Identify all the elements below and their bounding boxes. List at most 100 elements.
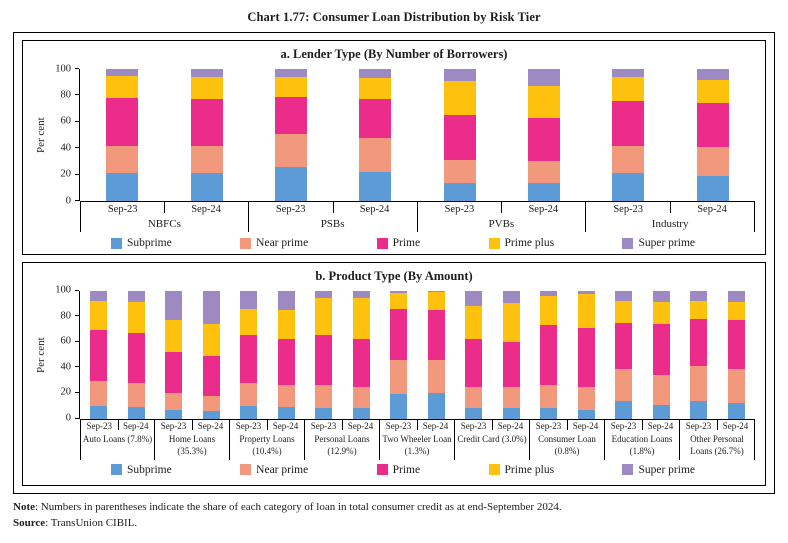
segment-prime [427,309,445,360]
segment-prime [652,323,670,376]
segment-near-prime [240,382,258,406]
month-row: Sep-23 Sep-24 [155,419,229,433]
panel-b-title: b. Product Type (By Amount) [315,268,473,283]
segment-prime [315,335,333,386]
segment-super-prime [352,290,370,299]
month-row: Sep-23 Sep-24 [380,419,454,433]
x-tick-label: Sep-24 [528,204,559,215]
segment-prime-plus [696,79,729,104]
x-tick-label: Sep-23 [685,420,712,431]
group-label: Other Personal Loans (26.7%) [690,433,744,456]
y-tick-mark [75,200,79,201]
panel-a-title: a. Lender Type (By Number of Borrowers) [280,47,508,61]
segment-super-prime [165,290,183,321]
segment-subprime [352,408,370,419]
segment-prime-plus [165,320,183,353]
segment-subprime [612,173,645,201]
segment-near-prime [352,386,370,409]
segment-super-prime [190,69,223,77]
segment-prime-plus [577,294,595,328]
month-row: Sep-23 Sep-24 [418,202,586,217]
segment-near-prime [127,382,145,408]
segment-near-prime [443,160,476,183]
y-tick-mark [75,391,79,393]
segment-prime [690,318,708,367]
x-tick-label: Sep-24 [123,420,149,431]
stacked-bar-property-loans-sep-23 [240,290,258,419]
chart-title: Chart 1.77: Consumer Loan Distribution b… [247,10,541,24]
legend-label: Near prime [256,463,309,476]
segment-near-prime [390,359,408,395]
category-group-other-personal-loans: Sep-23 Sep-24 Other Personal Loans (26.7%) [680,290,755,460]
segment-prime-plus [274,76,307,97]
segment-prime-plus [612,76,645,101]
x-tick-label: Sep-23 [275,204,306,215]
y-tick-mark [75,68,79,69]
lender-type-chart: Per cent 0 20 40 60 80 100 Sep-23 Sep-24 NBFCs Sep… [33,63,755,249]
y-tick-mark [75,94,79,96]
legend-swatch-subprime [111,237,122,249]
segment-prime-plus [127,302,145,333]
axis-labels: Sep-23 Sep-24 Personal Loans (12.9%) [305,419,380,460]
segment-near-prime [502,386,520,409]
y-tick-mark [75,120,79,122]
segment-super-prime [359,69,392,79]
segment-prime-plus [240,308,258,336]
y-axis: 0 20 40 60 80 100 [49,63,80,205]
y-tick-label: 60 [60,335,72,347]
segment-near-prime [359,137,392,172]
group-label: Home Loans (35.3%) [168,433,216,456]
month-row: Sep-23 Sep-24 [249,202,417,217]
bars-area [248,69,418,202]
group-label: Consumer Loan (0.8%) [538,433,596,456]
segment-near-prime [690,366,708,401]
segment-near-prime [612,145,645,174]
segment-prime [727,320,745,369]
segment-subprime [528,182,561,201]
source-line: Source: TransUnion CIBIL. [13,516,775,532]
category-group-personal-loans: Sep-23 Sep-24 Personal Loans (12.9%) [305,290,380,460]
segment-prime-plus [690,300,708,319]
segment-prime-plus [190,76,223,100]
segment-prime [127,332,145,383]
segment-prime [240,335,258,383]
stacked-bar-personal-loans-sep-24 [352,290,370,419]
y-tick-label: 40 [60,361,72,373]
segment-super-prime [240,290,258,309]
legend-label: Prime [392,463,421,476]
segment-near-prime [165,393,183,410]
segment-super-prime [315,290,333,299]
segment-prime-plus [727,302,745,321]
segment-prime-plus [427,291,445,310]
legend-item-near-prime: Near prime [240,464,308,476]
segment-prime [502,341,520,387]
axis-labels: Sep-23 Sep-24 Industry [586,202,755,232]
legend-swatch-prime [376,237,388,249]
axis-labels: Sep-23 Sep-24 PVBs [418,202,587,232]
legend: Subprime Near prime Prime Prime plus Super p… [111,237,695,249]
legend-item-prime-plus: Prime plus [488,463,555,476]
stacked-bar-credit-card-sep-23 [465,290,483,419]
bars-area [155,290,230,420]
segment-prime-plus [90,300,108,331]
bars-area [417,69,587,202]
segment-subprime [502,408,520,419]
x-tick-label: Sep-24 [422,420,449,431]
legend-swatch-prime-plus [488,237,500,249]
segment-prime-plus [390,293,408,309]
segment-super-prime [540,290,558,296]
bars-area [586,69,755,202]
legend-label: Prime plus [504,463,555,476]
axis-labels: Sep-23 Sep-24 PSBs [249,202,418,232]
axis-labels: Sep-23 Sep-24 Property Loans (10.4%) [230,419,305,460]
x-tick-label: Sep-24 [359,204,390,215]
segment-super-prime [615,290,633,301]
month-row: Sep-23 Sep-24 [586,202,754,217]
segment-subprime [240,405,258,419]
segment-subprime [577,409,595,419]
segment-super-prime [652,290,670,303]
y-tick-label: 60 [60,115,72,127]
x-tick-label: Sep-24 [197,420,224,431]
segment-near-prime [274,133,307,167]
segment-prime [359,99,392,138]
